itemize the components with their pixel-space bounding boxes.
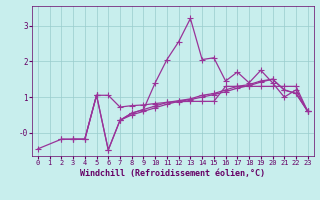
X-axis label: Windchill (Refroidissement éolien,°C): Windchill (Refroidissement éolien,°C) [80, 169, 265, 178]
